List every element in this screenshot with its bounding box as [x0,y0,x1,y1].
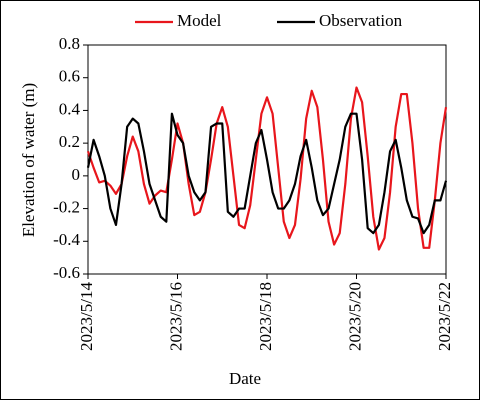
legend-label: Observation [319,11,403,30]
y-tick-label: -0.6 [53,263,80,282]
y-axis-title: Elevation of water (m) [19,83,38,237]
y-tick-label: 0.2 [59,132,80,151]
y-tick-label: 0.8 [59,34,80,53]
x-tick-label: 2023/5/14 [77,282,96,351]
data-line [86,112,448,235]
y-tick-label: 0.6 [59,67,80,86]
x-tick-label: 2023/5/18 [256,282,275,351]
y-tick-label: 0.4 [59,99,81,118]
data-line [86,86,448,251]
x-tick-label: 2023/5/16 [166,282,185,351]
legend-label: Model [177,11,222,30]
y-tick-label: -0.2 [53,197,80,216]
y-tick-label: 0 [72,165,81,184]
x-tick-label: 2023/5/20 [345,282,364,351]
x-tick-label: 2023/5/22 [435,282,454,351]
x-axis-title: Date [229,369,261,388]
y-tick-label: -0.4 [53,230,80,249]
